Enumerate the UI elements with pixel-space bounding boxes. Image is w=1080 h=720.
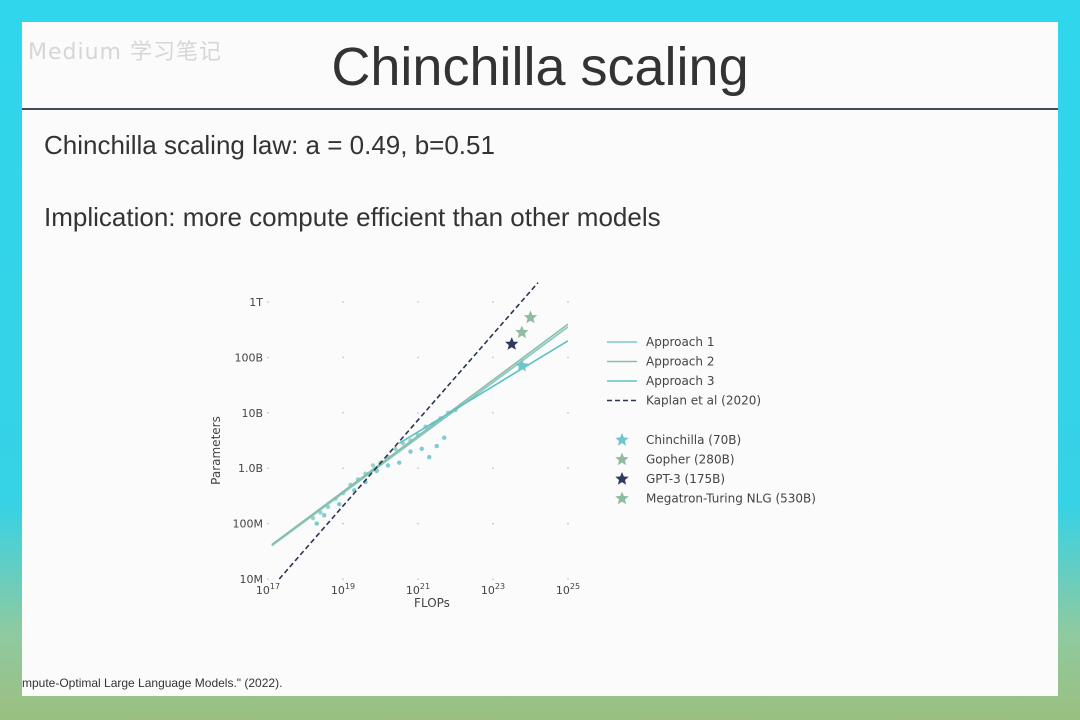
scatter-point: [434, 443, 439, 449]
grid-dot: [492, 356, 494, 359]
scatter-point: [385, 463, 391, 468]
slide-title: Chinchilla scaling: [331, 37, 749, 97]
grid-dot: [267, 301, 269, 303]
series-line: [271, 323, 568, 546]
y-tick-label: 100M: [233, 518, 264, 531]
grid-dot: [267, 522, 269, 525]
grid-dot: [567, 578, 569, 580]
grid-dot: [417, 412, 419, 414]
grid-dot: [567, 301, 569, 303]
grid-dot: [342, 522, 344, 525]
series-line: [271, 326, 568, 547]
legend-star: [615, 472, 629, 485]
grid-dot: [267, 578, 269, 580]
legend-label: Approach 2: [646, 355, 714, 369]
y-tick-label: 10M: [240, 573, 264, 586]
legend-label: GPT-3 (175B): [646, 472, 725, 486]
x-tick-label: 1017: [256, 582, 280, 597]
grid-dot: [417, 578, 419, 580]
x-tick-label: 1023: [481, 582, 505, 597]
grid-dot: [492, 522, 494, 525]
x-axis-label: FLOPs: [414, 596, 450, 610]
model-star: [523, 310, 538, 324]
grid-dot: [342, 301, 344, 303]
scatter-point: [408, 449, 413, 454]
grid-dot: [342, 467, 344, 470]
scatter-point: [337, 502, 342, 507]
y-axis-label: Parameters: [209, 416, 223, 485]
grid-dot: [417, 467, 419, 470]
grid-dot: [342, 412, 344, 414]
grid-dot: [417, 356, 419, 359]
y-tick-label: 100B: [234, 351, 263, 364]
series-line: [278, 282, 539, 580]
scatter-point: [393, 446, 398, 452]
scatter-point: [370, 463, 376, 468]
plot-area: [271, 323, 568, 547]
series-line: [398, 340, 568, 444]
scaling-law-text: Chinchilla scaling law: a = 0.49, b=0.51: [44, 130, 495, 160]
legend-label: Chinchilla (70B): [646, 433, 741, 447]
model-star: [505, 337, 519, 350]
grid-dot: [492, 301, 494, 303]
x-tick-label: 1019: [331, 582, 355, 597]
scatter-point: [419, 446, 424, 452]
legend-label: Kaplan et al (2020): [646, 394, 761, 408]
grid-dot: [492, 467, 494, 470]
citation: mpute-Optimal Large Language Models." (2…: [22, 676, 283, 690]
grid-dot: [417, 522, 419, 525]
scatter-point: [397, 460, 402, 465]
scatter-point: [442, 435, 447, 440]
legend-star: [615, 452, 629, 466]
implication-text: Implication: more compute efficient than…: [44, 202, 661, 232]
grid-dot: [267, 467, 269, 470]
title-divider: [22, 108, 1058, 110]
legend-star: [615, 433, 629, 446]
model-star: [515, 325, 529, 339]
watermark: Medium 学习笔记: [28, 40, 222, 65]
grid-dot: [267, 412, 269, 414]
slide: Medium 学习笔记 Chinchilla scaling Chinchill…: [22, 22, 1058, 696]
grid-dot: [567, 467, 569, 470]
x-tick-label: 1025: [556, 582, 580, 597]
grid-dot: [567, 522, 569, 525]
grid-dot: [417, 301, 419, 303]
model-star: [515, 358, 529, 372]
y-tick-label: 10B: [241, 407, 263, 420]
grid-dot: [342, 578, 344, 580]
legend-label: Gopher (280B): [646, 453, 735, 467]
grid-dot: [567, 356, 569, 359]
legend-label: Approach 1: [646, 335, 714, 349]
grid-dot: [267, 356, 269, 359]
y-tick-label: 1.0B: [238, 462, 263, 475]
legend-label: Approach 3: [646, 374, 714, 388]
scatter-point: [427, 454, 432, 460]
legend-label: Megatron-Turing NLG (530B): [646, 492, 816, 506]
y-tick-label: 1T: [249, 296, 263, 309]
grid-dot: [492, 578, 494, 580]
x-tick-label: 1021: [406, 582, 430, 597]
scatter-point: [322, 513, 327, 518]
grid-dot: [342, 356, 344, 359]
grid-dot: [492, 412, 494, 414]
scatter-point: [314, 521, 319, 526]
grid-dot: [567, 412, 569, 414]
legend-star: [615, 491, 629, 505]
